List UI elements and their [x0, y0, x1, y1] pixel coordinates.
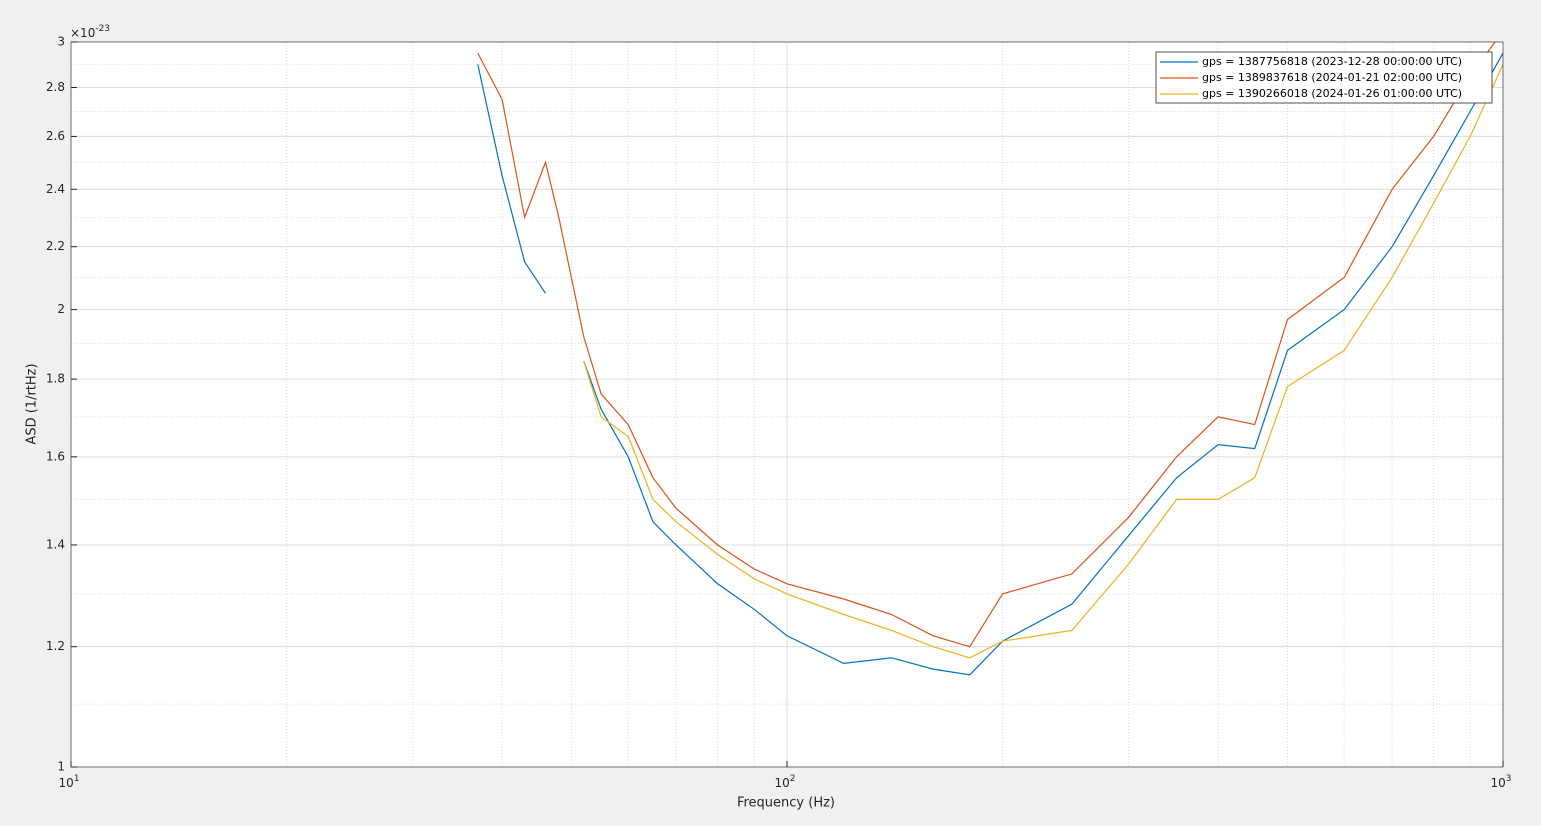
legend-label: gps = 1387756818 (2023-12-28 00:00:00 UT… [1202, 55, 1462, 68]
series-line [583, 64, 1503, 659]
x-tick-exp: 2 [790, 774, 796, 784]
series-line [477, 52, 1503, 676]
legend-box [1155, 51, 1493, 104]
x-tick-exp: 3 [1506, 774, 1512, 784]
y-exponent-base: ×10 [70, 26, 95, 40]
x-tick-exp: 1 [74, 774, 80, 784]
series-line [477, 42, 1496, 648]
x-tick-label: 102 [774, 774, 795, 790]
legend-label: gps = 1389837618 (2024-01-21 02:00:00 UT… [1202, 71, 1462, 84]
lines [477, 42, 1503, 676]
x-axis-label: Frequency (Hz) [737, 796, 835, 811]
y-tick-label: 3 [57, 35, 65, 49]
y-tick-label: 2.6 [46, 129, 65, 143]
y-tick-label: 1.4 [46, 537, 65, 551]
y-tick-label: 2.2 [46, 239, 65, 253]
legend: gps = 1387756818 (2023-12-28 00:00:00 UT… [1155, 51, 1493, 104]
y-exponent: ×10-23 [70, 24, 110, 40]
y-tick-label: 1.2 [46, 639, 65, 653]
y-tick-label: 2 [57, 302, 65, 316]
x-tick-label: 101 [58, 774, 79, 790]
x-tick-base: 10 [58, 776, 73, 790]
y-axis-label: ASD (1/rtHz) [25, 363, 40, 444]
x-tick-label: 103 [1490, 774, 1511, 790]
legend-label: gps = 1390266018 (2024-01-26 01:00:00 UT… [1202, 87, 1462, 100]
y-tick-label: 2.4 [46, 182, 65, 196]
y-tick-label: 2.8 [46, 80, 65, 94]
y-exponent-power: -23 [95, 24, 110, 34]
y-tick-label: 1.8 [46, 372, 65, 386]
x-tick-base: 10 [774, 776, 789, 790]
x-tick-base: 10 [1490, 776, 1505, 790]
y-tick-label: 1.6 [46, 449, 65, 463]
y-tick-label: 1 [57, 760, 65, 774]
